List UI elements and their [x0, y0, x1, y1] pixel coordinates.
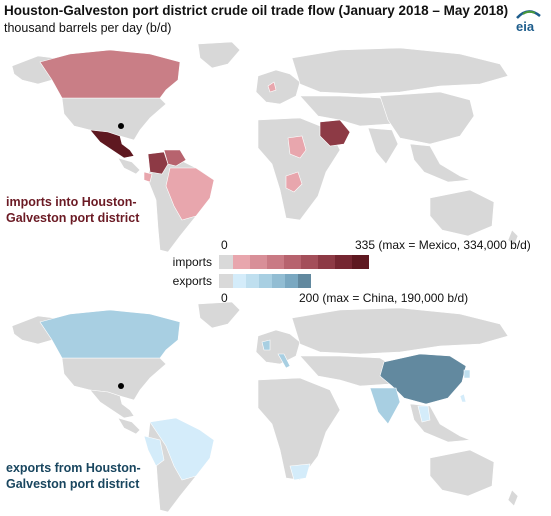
new-zealand-region [507, 229, 519, 247]
central-america-region [117, 157, 141, 175]
brazil-export-region [149, 417, 215, 481]
imports-scale-swatch-2 [250, 255, 267, 269]
exports-scale-swatch-1 [233, 274, 246, 288]
central-america-region [117, 417, 141, 435]
north-sea-import-region [267, 81, 277, 93]
imports-scale-max: 335 (max = Mexico, 334,000 b/d) [355, 238, 531, 252]
south-africa-export-region [289, 463, 311, 481]
china-export-region [379, 353, 467, 405]
houston-port-marker [118, 383, 124, 389]
exports-scale-swatch-4 [272, 274, 285, 288]
russia-region [291, 47, 509, 95]
imports-world-map [11, 41, 519, 253]
exports-caption: exports from Houston-Galveston port dist… [6, 461, 141, 491]
greenland-region [197, 301, 241, 329]
exports-scale-min: 0 [221, 291, 228, 305]
east-asia-region [379, 91, 475, 145]
imports-scale-swatch-7 [335, 255, 352, 269]
imports-scale-swatch-3 [267, 255, 284, 269]
exports-scale-swatch-0 [219, 274, 233, 288]
imports-scale-swatch-4 [284, 255, 301, 269]
europe-region [255, 329, 301, 365]
italy-export-region [277, 353, 291, 369]
exports-scale-swatch-3 [259, 274, 272, 288]
colombia-import-region [147, 151, 169, 175]
brazil-import-region [165, 167, 215, 221]
saudi-arabia-import-region [319, 119, 351, 147]
imports-scale-swatch-5 [301, 255, 318, 269]
chart-title: Houston-Galveston port district crude oi… [4, 3, 509, 18]
central-asia-region [299, 95, 401, 127]
exports-scale-swatch-2 [246, 274, 259, 288]
mexico-region [89, 389, 135, 419]
imports-scale-swatch-0 [219, 255, 233, 269]
india-export-region [369, 387, 401, 425]
exports-scale-max: 200 (max = China, 190,000 b/d) [299, 291, 469, 305]
usa-region [61, 357, 167, 401]
imports-scale-swatch-6 [318, 255, 335, 269]
imports-caption: imports into Houston-Galveston port dist… [6, 195, 140, 225]
canada-import-region [39, 49, 181, 99]
imports-legend-label: imports [172, 255, 212, 269]
peru-export-region [143, 435, 165, 467]
eia-logo-text: eia [516, 19, 535, 34]
imports-color-scale [219, 255, 369, 269]
thailand-export-region [417, 405, 431, 423]
taiwan-export-region [459, 393, 467, 403]
africa-region [257, 377, 341, 481]
exports-color-scale [219, 274, 311, 288]
mexico-import-region [89, 129, 135, 159]
south-korea-export-region [463, 369, 471, 379]
chad-import-region [287, 135, 307, 159]
imports-scale-swatch-8 [352, 255, 369, 269]
congo-import-region [285, 171, 303, 193]
imports-scale-min: 0 [221, 238, 228, 252]
southeast-asia-region [409, 143, 471, 183]
eia-logo-icon: eia [516, 10, 541, 34]
exports-scale-swatch-6 [298, 274, 311, 288]
greenland-region [197, 41, 241, 69]
new-zealand-region [507, 489, 519, 507]
india-region [367, 127, 399, 165]
imports-scale-swatch-1 [233, 255, 250, 269]
uk-export-region [261, 339, 271, 351]
europe-region [255, 69, 301, 105]
exports-legend-label: exports [172, 274, 212, 288]
usa-region [61, 97, 167, 141]
chart-subtitle: thousand barrels per day (b/d) [4, 21, 172, 35]
exports-scale-swatch-5 [285, 274, 298, 288]
houston-port-marker [118, 123, 124, 129]
exports-world-map [11, 301, 519, 513]
australia-region [429, 449, 495, 497]
russia-region [291, 307, 509, 355]
ecuador-import-region [143, 171, 153, 183]
australia-region [429, 189, 495, 237]
canada-export-region [39, 309, 181, 359]
venezuela-import-region [163, 149, 187, 167]
